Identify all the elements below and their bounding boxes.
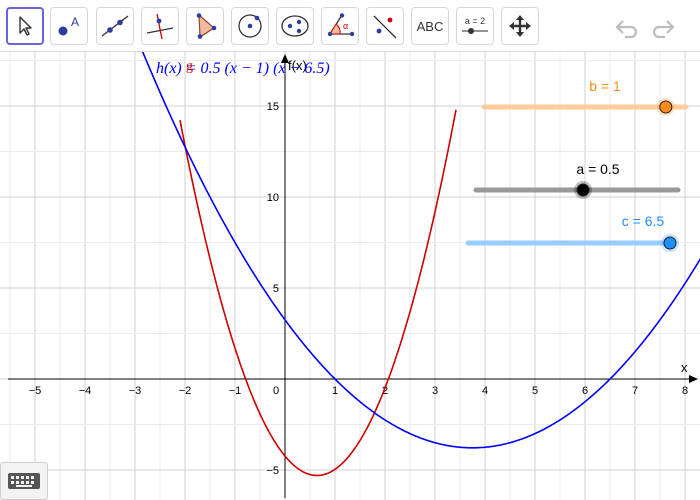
reflect-tool-button[interactable] <box>366 7 404 45</box>
slider-c-knob[interactable] <box>663 236 677 250</box>
graphics-view[interactable]: x f(x) −5 −4 −3 −2 −1 0 1 2 3 4 5 6 7 8 −5 5 10 15 h(x) =… <box>0 52 700 500</box>
line-tool-button[interactable] <box>96 7 134 45</box>
point-tool-button[interactable]: A <box>50 7 88 45</box>
conic-tool-icon <box>281 15 309 37</box>
x-axis-label: x <box>681 360 688 375</box>
point-tool-label: A <box>71 15 79 29</box>
x-tick-label: 4 <box>482 385 488 397</box>
x-tick-label: 7 <box>632 385 638 397</box>
undo-button[interactable] <box>612 12 642 42</box>
slider-tool-label: a = 2 <box>465 16 485 26</box>
redo-button[interactable] <box>648 12 678 42</box>
circle-tool-icon <box>238 14 262 38</box>
move-graphics-view-tool-button[interactable] <box>501 7 539 45</box>
slider-tool-icon: a = 2 <box>462 16 488 34</box>
circle-tool-button[interactable] <box>231 7 269 45</box>
text-tool-icon: ABC <box>416 18 444 34</box>
x-tick-label: −2 <box>179 385 192 397</box>
slider-a-label: a = 0.5 <box>576 161 619 177</box>
slider-b[interactable]: b = 1 <box>481 78 689 116</box>
keyboard-button[interactable] <box>0 462 48 500</box>
x-tick-label: 1 <box>332 385 338 397</box>
slider-b-label: b = 1 <box>589 78 621 94</box>
perpendicular-line-tool-icon <box>146 13 174 40</box>
x-tick-label: −5 <box>29 385 42 397</box>
move-graphics-view-tool-icon <box>509 15 531 37</box>
y-tick-label: −5 <box>266 465 279 477</box>
move-tool-button[interactable] <box>6 7 44 45</box>
slider-a[interactable]: a = 0.5 <box>473 161 681 199</box>
keyboard-icon <box>8 473 40 489</box>
x-tick-label: 5 <box>532 385 538 397</box>
slider-tool-button[interactable]: a = 2 <box>456 7 494 45</box>
y-tick-label: 10 <box>267 192 279 204</box>
axes: x f(x) <box>8 54 698 498</box>
redo-icon <box>652 20 675 39</box>
grid <box>0 52 700 500</box>
function-h-label[interactable]: h(x) = 0.5 (x − 1) (x − 6.5) <box>156 60 330 77</box>
function-g-label[interactable]: g <box>186 59 193 74</box>
angle-tool-icon: α <box>327 13 355 37</box>
function-h-curve[interactable] <box>118 52 700 449</box>
slider-c[interactable]: c = 6.5 <box>465 213 679 252</box>
undo-icon <box>615 20 638 39</box>
y-tick-label: 15 <box>267 101 279 113</box>
conic-tool-button[interactable] <box>276 7 314 45</box>
tick-labels: −5 −4 −3 −2 −1 0 1 2 3 4 5 6 7 8 −5 5 10 15 <box>29 101 688 477</box>
text-tool-button[interactable]: ABC <box>411 7 449 45</box>
x-tick-label: −1 <box>229 385 242 397</box>
move-tool-icon <box>19 16 32 36</box>
line-tool-icon <box>101 15 129 37</box>
angle-tool-label: α <box>343 21 348 31</box>
point-tool-icon: A <box>58 15 79 36</box>
x-axis-arrow <box>689 375 698 383</box>
function-g-curve[interactable] <box>179 109 457 477</box>
slider-a-knob[interactable] <box>576 183 590 197</box>
x-tick-label: 6 <box>582 385 588 397</box>
toolbar: A α ABC a = 2 <box>0 0 700 52</box>
x-tick-label: −3 <box>129 385 142 397</box>
polygon-tool-button[interactable] <box>186 7 224 45</box>
perpendicular-line-tool-button[interactable] <box>141 7 179 45</box>
y-axis-label: f(x) <box>288 58 307 73</box>
x-tick-label: 0 <box>273 385 279 397</box>
x-tick-label: 3 <box>432 385 438 397</box>
slider-b-knob[interactable] <box>659 100 673 114</box>
sliders: b = 1 a = 0.5 c = 6.5 <box>465 78 689 252</box>
x-tick-label: −4 <box>79 385 92 397</box>
reflect-tool-icon <box>373 15 397 39</box>
x-tick-label: 2 <box>382 385 388 397</box>
x-tick-label: 8 <box>682 385 688 397</box>
polygon-tool-icon <box>196 13 217 39</box>
slider-c-label: c = 6.5 <box>622 213 665 229</box>
angle-tool-button[interactable]: α <box>321 7 359 45</box>
y-axis-arrow <box>281 54 289 63</box>
y-tick-label: 5 <box>273 283 279 295</box>
